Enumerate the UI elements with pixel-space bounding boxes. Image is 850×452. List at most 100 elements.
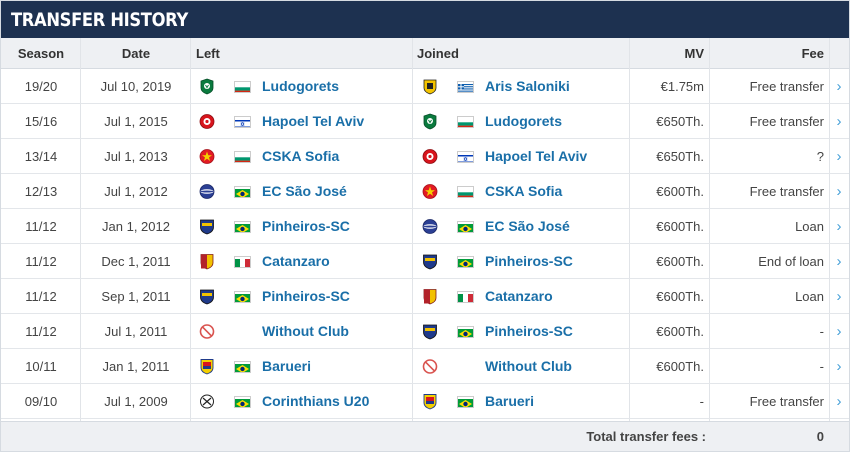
column-header-season: Season <box>17 46 65 61</box>
season-cell: 11/12 <box>25 324 57 339</box>
joined-club-link[interactable]: Pinheiros-SC <box>485 253 573 269</box>
pinheiros-crest-icon[interactable] <box>199 218 215 235</box>
barueri-crest-icon[interactable] <box>199 358 215 375</box>
transfer-row: 15/16 Jul 1, 2015 Hapoel Tel Aviv Ludogoret… <box>1 104 849 139</box>
hapoel-crest-icon[interactable] <box>422 148 438 165</box>
season-cell: 15/16 <box>24 114 58 129</box>
greece-flag-icon <box>457 81 474 93</box>
market-value-cell: €1.75m <box>660 79 704 94</box>
total-fees-label: Total transfer fees : <box>586 429 706 444</box>
chevron-right-icon[interactable]: › <box>836 218 842 235</box>
table-footer: Total transfer fees : 0 <box>1 421 849 451</box>
hapoel-crest-icon[interactable] <box>199 113 215 130</box>
market-value-cell: €600Th. <box>656 289 704 304</box>
pinheiros-crest-icon[interactable] <box>422 323 438 340</box>
brazil-flag-icon <box>234 221 251 233</box>
bulgaria-flag-icon <box>234 151 251 163</box>
italy-flag-icon <box>457 291 474 303</box>
column-header-date: Date <box>121 46 151 61</box>
season-cell: 19/20 <box>24 79 58 94</box>
brazil-flag-icon <box>457 326 474 338</box>
panel-title: TRANSFER HISTORY <box>11 9 188 31</box>
chevron-right-icon[interactable]: › <box>836 288 842 305</box>
left-club-link[interactable]: Corinthians U20 <box>262 393 370 409</box>
fee-cell: Free transfer <box>749 184 824 199</box>
left-club-link[interactable]: CSKA Sofia <box>262 148 340 164</box>
left-club-link[interactable]: Catanzaro <box>262 253 330 269</box>
joined-club-link[interactable]: Ludogorets <box>485 113 562 129</box>
bulgaria-flag-icon <box>234 81 251 93</box>
cska-crest-icon[interactable] <box>422 183 438 200</box>
pinheiros-crest-icon[interactable] <box>199 288 215 305</box>
joined-club-link[interactable]: Aris Saloniki <box>485 78 570 94</box>
market-value-cell: - <box>699 394 704 409</box>
column-header-left: Left <box>196 46 220 61</box>
sao-jose-crest-icon[interactable] <box>422 218 438 235</box>
market-value-cell: €600Th. <box>656 254 704 269</box>
joined-club-link[interactable]: Without Club <box>485 358 572 374</box>
catanzaro-crest-icon[interactable] <box>199 253 215 270</box>
barueri-crest-icon[interactable] <box>422 393 438 410</box>
transfer-row: 09/10 Jul 1, 2009 Corinthians U20 Barueri - F… <box>1 384 849 419</box>
chevron-right-icon[interactable]: › <box>836 393 842 410</box>
column-divider <box>709 38 710 421</box>
column-divider <box>829 38 830 421</box>
corinthians-crest-icon[interactable] <box>199 393 215 410</box>
chevron-right-icon[interactable]: › <box>836 78 842 95</box>
bulgaria-flag-icon <box>457 116 474 128</box>
left-club-link[interactable]: Pinheiros-SC <box>262 288 350 304</box>
table-header: Season Date Left Joined MV Fee <box>1 38 849 69</box>
market-value-cell: €600Th. <box>656 359 704 374</box>
brazil-flag-icon <box>234 361 251 373</box>
pinheiros-crest-icon[interactable] <box>422 253 438 270</box>
column-divider <box>190 38 191 421</box>
joined-club-link[interactable]: CSKA Sofia <box>485 183 563 199</box>
column-divider <box>629 38 630 421</box>
fee-cell: Loan <box>795 289 824 304</box>
brazil-flag-icon <box>457 221 474 233</box>
without-club-icon[interactable] <box>422 358 438 375</box>
column-header-fee: Fee <box>801 46 824 61</box>
chevron-right-icon[interactable]: › <box>836 358 842 375</box>
joined-club-link[interactable]: Hapoel Tel Aviv <box>485 148 588 164</box>
transfer-row: 11/12 Sep 1, 2011 Pinheiros-SC Catanzaro €60… <box>1 279 849 314</box>
ludogorets-crest-icon[interactable] <box>422 113 438 130</box>
fee-cell: End of loan <box>758 254 824 269</box>
cska-crest-icon[interactable] <box>199 148 215 165</box>
date-cell: Jul 1, 2015 <box>104 114 168 129</box>
joined-club-link[interactable]: Catanzaro <box>485 288 553 304</box>
date-cell: Jan 1, 2012 <box>102 219 170 234</box>
chevron-right-icon[interactable]: › <box>836 253 842 270</box>
chevron-right-icon[interactable]: › <box>836 113 842 130</box>
italy-flag-icon <box>234 256 251 268</box>
left-club-link[interactable]: Ludogorets <box>262 78 339 94</box>
left-club-link[interactable]: Without Club <box>262 323 349 339</box>
transfer-row: 11/12 Jul 1, 2011 Without Club Pinheiros-SC… <box>1 314 849 349</box>
fee-cell: Free transfer <box>749 114 824 129</box>
chevron-right-icon[interactable]: › <box>836 323 842 340</box>
market-value-cell: €650Th. <box>656 114 704 129</box>
bulgaria-flag-icon <box>457 186 474 198</box>
joined-club-link[interactable]: Pinheiros-SC <box>485 323 573 339</box>
chevron-right-icon[interactable]: › <box>836 148 842 165</box>
left-club-link[interactable]: EC São José <box>262 183 347 199</box>
chevron-right-icon[interactable]: › <box>836 183 842 200</box>
joined-club-link[interactable]: Barueri <box>485 393 535 409</box>
left-club-link[interactable]: Hapoel Tel Aviv <box>262 113 365 129</box>
aris-crest-icon[interactable] <box>422 78 438 95</box>
sao-jose-crest-icon[interactable] <box>199 183 215 200</box>
ludogorets-crest-icon[interactable] <box>199 78 215 95</box>
joined-club-link[interactable]: EC São José <box>485 218 570 234</box>
israel-flag-icon <box>234 116 251 128</box>
catanzaro-crest-icon[interactable] <box>422 288 438 305</box>
season-cell: 13/14 <box>24 149 58 164</box>
without-club-icon[interactable] <box>199 323 215 340</box>
fee-cell: - <box>819 324 824 339</box>
left-club-link[interactable]: Barueri <box>262 358 312 374</box>
left-club-link[interactable]: Pinheiros-SC <box>262 218 350 234</box>
season-cell: 11/12 <box>25 254 57 269</box>
brazil-flag-icon <box>234 291 251 303</box>
market-value-cell: €600Th. <box>656 184 704 199</box>
season-cell: 11/12 <box>25 219 57 234</box>
date-cell: Dec 1, 2011 <box>101 254 171 269</box>
